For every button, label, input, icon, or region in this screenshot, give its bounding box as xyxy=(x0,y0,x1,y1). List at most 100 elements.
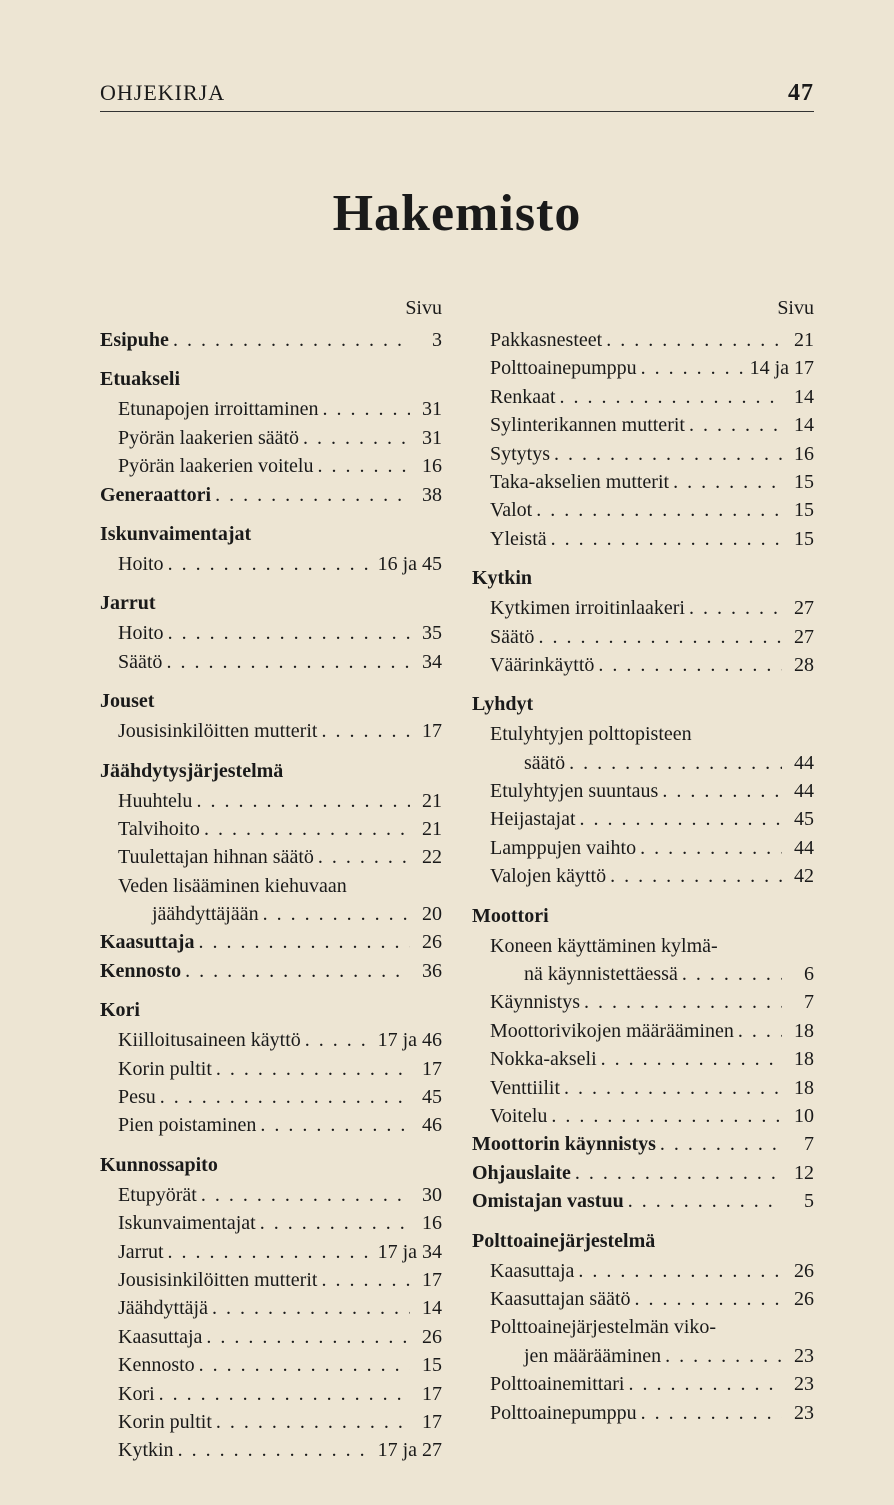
entry-label: Renkaat xyxy=(490,383,556,411)
dot-leader xyxy=(323,395,411,423)
dot-leader xyxy=(635,1285,783,1313)
entry-label: Pyörän laakerien säätö xyxy=(118,424,299,452)
index-entry: Etulyhtyjen polttopisteen xyxy=(472,720,814,748)
dot-leader xyxy=(560,383,782,411)
entry-page: 28 xyxy=(786,651,814,679)
dot-leader xyxy=(168,1238,374,1266)
index-entry: Pakkasnesteet21 xyxy=(472,326,814,354)
index-entry: Kennosto15 xyxy=(100,1351,442,1379)
entry-label: Kiilloitusaineen käyttö xyxy=(118,1026,301,1054)
dot-leader xyxy=(198,928,410,956)
dot-leader xyxy=(689,411,782,439)
entry-label: Kennosto xyxy=(100,957,181,985)
index-entry: Korin pultit17 xyxy=(100,1055,442,1083)
index-section: Iskunvaimentajat xyxy=(100,523,442,546)
entry-page: 31 xyxy=(414,395,442,423)
dot-leader xyxy=(166,648,410,676)
entry-page: 27 xyxy=(786,594,814,622)
index-entry: Voitelu10 xyxy=(472,1102,814,1130)
entry-page: 14 ja 17 xyxy=(750,354,814,382)
entry-page: 15 xyxy=(414,1351,442,1379)
dot-leader xyxy=(564,1074,782,1102)
entry-label: Käynnistys xyxy=(490,988,580,1016)
entry-page: 17 xyxy=(414,717,442,745)
entry-label: Iskunvaimentajat xyxy=(118,1209,256,1237)
index-entry: Hoito16 ja 45 xyxy=(100,550,442,578)
dot-leader xyxy=(662,777,782,805)
index-entry: Talvihoito21 xyxy=(100,815,442,843)
dot-leader xyxy=(640,834,782,862)
entry-page: 17 xyxy=(414,1380,442,1408)
entry-label: Venttiilit xyxy=(490,1074,560,1102)
dot-leader xyxy=(318,843,410,871)
index-entry: Korin pultit17 xyxy=(100,1408,442,1436)
entry-label: Omistajan vastuu xyxy=(472,1187,624,1215)
header-left: OHJEKIRJA xyxy=(100,80,225,106)
dot-leader xyxy=(159,1380,410,1408)
index-entry-cont: säätö44 xyxy=(472,749,814,777)
index-entry: Kiilloitusaineen käyttö 17 ja 46 xyxy=(100,1026,442,1054)
entry-label: Sytytys xyxy=(490,440,550,468)
entry-label: Väärinkäyttö xyxy=(490,651,594,679)
dot-leader xyxy=(682,960,782,988)
entry-page: 42 xyxy=(786,862,814,890)
entry-page: 26 xyxy=(786,1257,814,1285)
entry-page: 31 xyxy=(414,424,442,452)
dot-leader xyxy=(318,452,411,480)
entry-page: 15 xyxy=(786,496,814,524)
dot-leader xyxy=(641,354,746,382)
dot-leader xyxy=(263,900,410,928)
entry-page: 27 xyxy=(786,623,814,651)
index-entry: Renkaat14 xyxy=(472,383,814,411)
dot-leader xyxy=(628,1370,782,1398)
index-section: Kori xyxy=(100,999,442,1022)
entry-label: Kaasuttaja xyxy=(490,1257,574,1285)
entry-page: 18 xyxy=(786,1074,814,1102)
dot-leader xyxy=(204,815,410,843)
entry-label-cont: jen määrääminen xyxy=(490,1342,661,1370)
page-title: Hakemisto xyxy=(100,184,814,243)
dot-leader xyxy=(201,1181,410,1209)
index-entry: Etunapojen irroittaminen31 xyxy=(100,395,442,423)
entry-label: Etulyhtyjen polttopisteen xyxy=(490,720,692,748)
dot-leader xyxy=(551,525,782,553)
dot-leader xyxy=(216,1055,410,1083)
entry-label: Pyörän laakerien voitelu xyxy=(118,452,314,480)
index-section: Lyhdyt xyxy=(472,693,814,716)
dot-leader xyxy=(601,1045,782,1073)
index-section: Kytkin xyxy=(472,567,814,590)
entry-page: 15 xyxy=(786,525,814,553)
index-section: Moottori xyxy=(472,905,814,928)
index-entry: Kaasuttajan säätö26 xyxy=(472,1285,814,1313)
entry-page: 18 xyxy=(786,1045,814,1073)
entry-label: Korin pultit xyxy=(118,1408,212,1436)
entry-page: 44 xyxy=(786,777,814,805)
entry-page: 7 xyxy=(786,1130,814,1158)
entry-page: 26 xyxy=(414,1323,442,1351)
index-entry: Hoito35 xyxy=(100,619,442,647)
entry-label: Kytkin xyxy=(118,1436,174,1464)
index-entry: Heijastajat45 xyxy=(472,805,814,833)
entry-page: 20 xyxy=(414,900,442,928)
entry-page: 7 xyxy=(786,988,814,1016)
entry-label-cont: jäähdyttäjään xyxy=(118,900,259,928)
entry-page: 21 xyxy=(786,326,814,354)
dot-leader xyxy=(551,1102,782,1130)
index-entry: Jousisinkilöitten mutterit17 xyxy=(100,717,442,745)
column-header-left: Sivu xyxy=(100,297,442,320)
dot-leader xyxy=(173,326,410,354)
entry-label: Huuhtelu xyxy=(118,787,192,815)
entry-page: 17 ja 46 xyxy=(378,1026,442,1054)
index-entry-cont: nä käynnistettäessä6 xyxy=(472,960,814,988)
index-entry: Kennosto36 xyxy=(100,957,442,985)
entry-page: 14 xyxy=(786,411,814,439)
index-entry: Kytkin17 ja 27 xyxy=(100,1436,442,1464)
index-entry: Valot15 xyxy=(472,496,814,524)
index-entry: Polttoainepumppu23 xyxy=(472,1399,814,1427)
index-entry: Pesu45 xyxy=(100,1083,442,1111)
dot-leader xyxy=(578,1257,782,1285)
entry-page: 38 xyxy=(414,481,442,509)
entry-page: 34 xyxy=(414,648,442,676)
entry-label: Hoito xyxy=(118,550,164,578)
entry-label: Kori xyxy=(118,1380,155,1408)
